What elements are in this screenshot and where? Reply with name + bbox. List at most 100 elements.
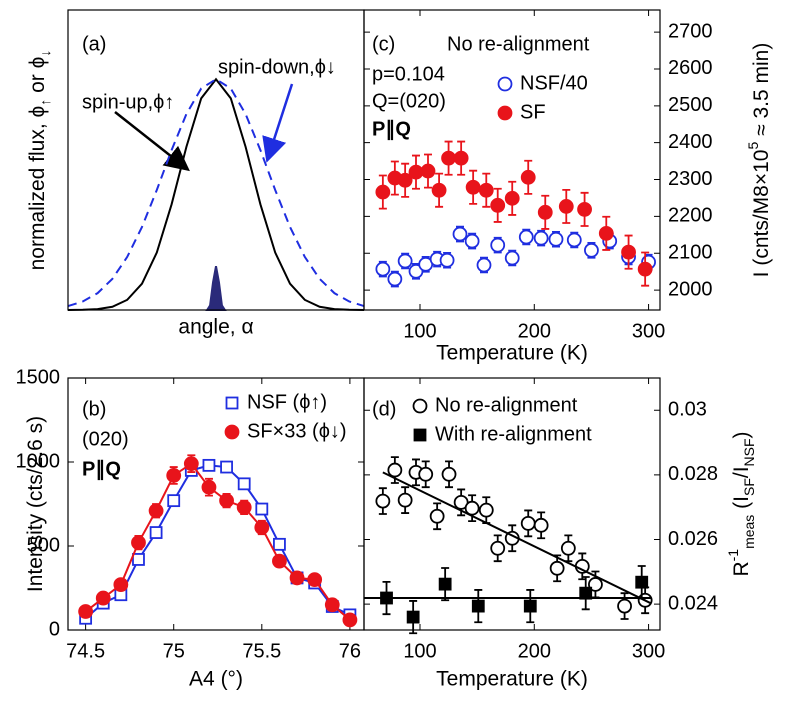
label-part: Intensity (cts/2.6 s) [24, 416, 47, 592]
marker [219, 493, 234, 509]
marker [537, 204, 553, 220]
marker [490, 197, 506, 213]
legend-label: SF [520, 101, 546, 123]
marker [202, 458, 216, 472]
plot-frame [67, 9, 365, 311]
annotation: (a) [82, 33, 106, 55]
marker [560, 540, 576, 556]
line [67, 77, 365, 311]
y-tick-label: 0.028 [668, 463, 718, 485]
y-axis-label: Intensity (cts/2.6 s) [24, 416, 47, 592]
marker [504, 250, 520, 266]
x-tick-label: 300 [632, 320, 665, 342]
marker [167, 494, 181, 508]
marker [397, 492, 413, 508]
marker [441, 466, 457, 482]
marker [476, 257, 492, 273]
marker [148, 503, 164, 519]
marker [598, 225, 614, 241]
label-part: normalized flux, ϕ [26, 106, 49, 271]
annotation: (d) [372, 398, 396, 420]
marker [478, 182, 494, 198]
marker [504, 190, 520, 206]
annotation: No re-alignment [447, 33, 590, 55]
marker [149, 526, 163, 539]
panel: 100 200 300 0.024 0.026 0.028 0.03 Temperature … [363, 377, 757, 691]
x-tick-label: 200 [518, 640, 551, 662]
y-tick-label: 2400 [668, 131, 713, 153]
marker [418, 466, 434, 482]
label-part: I (cnts/M8×10 [750, 150, 773, 278]
y-tick-label: 2600 [668, 57, 713, 79]
legend-marker [497, 105, 513, 121]
annotation: (c) [372, 33, 395, 55]
label-part: ↑ [37, 99, 53, 106]
marker [324, 597, 340, 613]
marker [408, 164, 424, 180]
marker [131, 535, 146, 551]
y-tick-label: 0.026 [668, 528, 718, 550]
y-axis-label: I (cnts/M8×105 ≈ 3.5 min) [745, 43, 773, 278]
panel: 74.5 75 75.5 76 0 500 1000 1500 A4 (°) Intensity … [16, 366, 365, 691]
y-axis-label: normalized flux, ϕ↑ or ϕ↓ [26, 50, 53, 271]
x-axis-label: Temperature (K) [436, 342, 588, 365]
x-axis-label: angle, α [178, 316, 253, 339]
marker [617, 598, 632, 614]
marker [548, 231, 564, 247]
marker [429, 508, 445, 524]
marker [113, 577, 129, 593]
marker [637, 261, 653, 277]
line [84, 464, 351, 619]
annotation: Q=(020) [372, 90, 446, 112]
marker [523, 599, 537, 613]
y-tick-label: 1000 [16, 450, 61, 472]
marker [490, 237, 506, 253]
legend-marker [412, 398, 428, 414]
y-tick-label: 2500 [668, 94, 713, 116]
marker [577, 201, 592, 217]
marker [307, 572, 323, 587]
marker [375, 261, 391, 277]
marker [375, 493, 391, 509]
marker [132, 553, 145, 566]
label-part: ≈ 3.5 min) [750, 43, 773, 142]
marker [397, 172, 413, 188]
label-part: SF [741, 478, 757, 496]
legend-marker [413, 428, 427, 442]
y-tick-label: 2700 [668, 20, 713, 42]
panel: angle, α normalized flux, ϕ↑ or ϕ↓ (a) spin… [26, 9, 365, 339]
arrow [262, 83, 294, 163]
marker [478, 502, 494, 518]
x-tick-label: 300 [632, 640, 665, 662]
line [67, 78, 365, 308]
area [205, 265, 227, 311]
marker [166, 468, 182, 483]
marker [273, 537, 286, 551]
legend-label: NSF/40 [520, 72, 588, 94]
marker [439, 252, 455, 268]
legend-marker [497, 76, 513, 92]
arrow [114, 111, 190, 172]
annotation: P∥Q [82, 458, 121, 480]
legend-label: NSF (ϕ↑) [247, 391, 327, 413]
marker [255, 502, 269, 516]
y-axis-label: R-1meas (ISF/INSF) [725, 431, 757, 576]
marker [464, 500, 480, 516]
marker [518, 229, 534, 245]
plot-frame [363, 377, 661, 631]
y-tick-label: 0.024 [668, 592, 718, 614]
y-tick-label: 0.03 [668, 399, 707, 421]
label-part: or ϕ [26, 57, 49, 99]
y-tick-label: 0 [49, 618, 60, 640]
label-part: R [730, 561, 753, 576]
line [85, 462, 351, 621]
x-axis-label: A4 (°) [189, 668, 243, 691]
x-tick-label: 100 [403, 640, 436, 662]
legend-label: SF×33 (ϕ↓) [247, 420, 347, 442]
marker [635, 575, 649, 589]
marker [533, 517, 549, 533]
x-axis-label: Temperature (K) [436, 668, 588, 691]
annotation: spin-up,ϕ↑ [82, 91, 174, 113]
y-tick-label: 500 [27, 534, 60, 556]
